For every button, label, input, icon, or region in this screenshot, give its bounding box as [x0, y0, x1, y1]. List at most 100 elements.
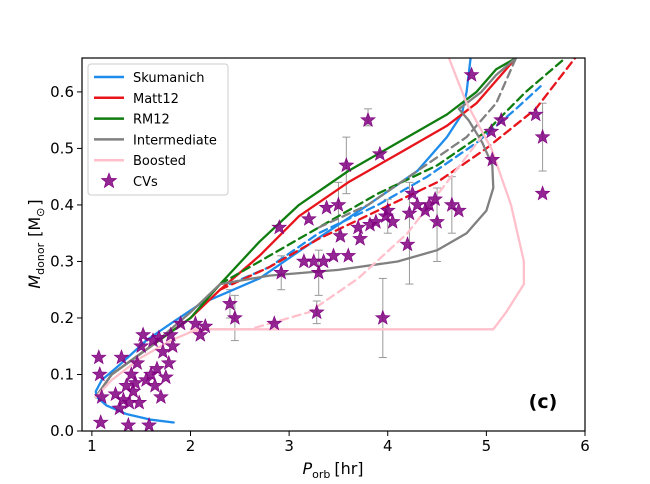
cv-star [266, 315, 283, 331]
cv-star [330, 196, 347, 212]
y-tick-label: 0.1 [50, 365, 74, 383]
cv-star [527, 106, 544, 122]
x-tick-label: 5 [482, 437, 492, 455]
cv-star [484, 151, 501, 167]
cv-star [450, 202, 467, 218]
cv-star [162, 326, 179, 342]
cv-star [318, 199, 335, 215]
cv-star [308, 303, 325, 320]
model-curves [94, 58, 577, 424]
cv-star [310, 264, 327, 280]
axis-ticks: 1 2 3 4 5 6 0.0 0.1 0.2 0.3 0.4 0.5 0.6 [50, 83, 590, 455]
cv-star [534, 128, 551, 144]
cv-star [401, 205, 418, 221]
legend-label: Intermediate [133, 133, 217, 148]
cv-star [399, 236, 416, 252]
x-tick-label: 4 [383, 437, 393, 455]
x-tick-label: 1 [87, 437, 97, 455]
series-line-intermediate-projected [317, 58, 518, 229]
cv-star [153, 388, 169, 404]
cv-star [131, 394, 148, 410]
cv-star [123, 366, 140, 382]
cv-star [332, 227, 349, 243]
cv-star [315, 253, 332, 269]
series-line-rm12-projected [218, 58, 567, 286]
cv-star [483, 123, 500, 139]
legend-label: Skumanich [133, 71, 205, 86]
x-tick-label: 2 [186, 437, 196, 455]
cv-star [135, 326, 152, 342]
cv-star [160, 354, 177, 370]
series-line-matt12-projected [218, 58, 577, 291]
cv-star [164, 337, 181, 353]
cv-star [125, 383, 142, 399]
legend-label: RM12 [133, 113, 170, 128]
cv-star [120, 416, 137, 431]
cv-star [192, 326, 209, 342]
cv-star [111, 400, 128, 416]
legend-star-icon [100, 172, 118, 189]
cv-star [368, 213, 384, 229]
cv-star [92, 414, 109, 430]
plot-frame [81, 57, 586, 432]
cv-star [127, 374, 144, 390]
cv-star [271, 219, 288, 235]
cv-star [493, 111, 510, 127]
series-line-boosted-projected [189, 135, 483, 331]
cv-star [90, 349, 107, 365]
cv-star [350, 219, 367, 235]
x-axis-label: Porb [hr] [302, 459, 363, 481]
cv-star [404, 185, 421, 201]
panel-label: (c) [529, 391, 558, 413]
cv-star [226, 309, 243, 325]
cv-star [352, 230, 369, 246]
cv-star [197, 318, 214, 334]
cv-star [91, 366, 108, 382]
cv-star [148, 360, 165, 376]
legend: Skumanich Matt12 RM12 Intermediate Boosted CV… [87, 63, 229, 196]
cv-star [534, 185, 551, 201]
cv-points [90, 66, 551, 431]
cv-star [221, 295, 238, 311]
cv-star [429, 213, 445, 229]
y-axis-label: Mdonor[M⊙] [25, 199, 47, 288]
series-line-boosted [94, 58, 526, 399]
legend-label: CVs [133, 175, 158, 190]
y-tick-label: 0.6 [50, 83, 74, 101]
cv-star [129, 354, 146, 370]
cv-star [379, 202, 396, 218]
cv-star [141, 416, 158, 431]
cv-star [157, 368, 174, 385]
cv-star [340, 247, 357, 263]
cv-star [463, 66, 480, 82]
cv-star [371, 145, 388, 161]
x-tick-label: 3 [284, 437, 294, 455]
cv-star [360, 111, 377, 127]
cv-star [133, 337, 150, 353]
y-tick-label: 0.5 [50, 139, 74, 157]
cv-star [154, 343, 171, 359]
y-tick-label: 0.4 [50, 196, 74, 214]
x-tick-label: 6 [580, 437, 590, 455]
cv-star [187, 315, 204, 331]
cv-star [374, 309, 391, 325]
y-tick-label: 0.0 [50, 422, 74, 440]
cv-star [427, 190, 443, 207]
series-line-intermediate [94, 58, 518, 399]
cv-star [93, 388, 110, 404]
series-line-skumanich-projected [228, 85, 542, 286]
cv-star [325, 247, 342, 263]
cv-star [107, 385, 124, 401]
cv-star [113, 349, 130, 365]
legend-label: Boosted [133, 154, 186, 169]
cv-star [273, 264, 290, 280]
cv-star [338, 157, 355, 173]
y-tick-label: 0.3 [50, 252, 74, 270]
legend-label: Matt12 [133, 92, 179, 107]
cv-star [384, 213, 401, 229]
y-tick-label: 0.2 [50, 309, 74, 327]
cv-star [172, 315, 189, 331]
cv-star [300, 210, 317, 226]
cv-star [150, 329, 167, 345]
